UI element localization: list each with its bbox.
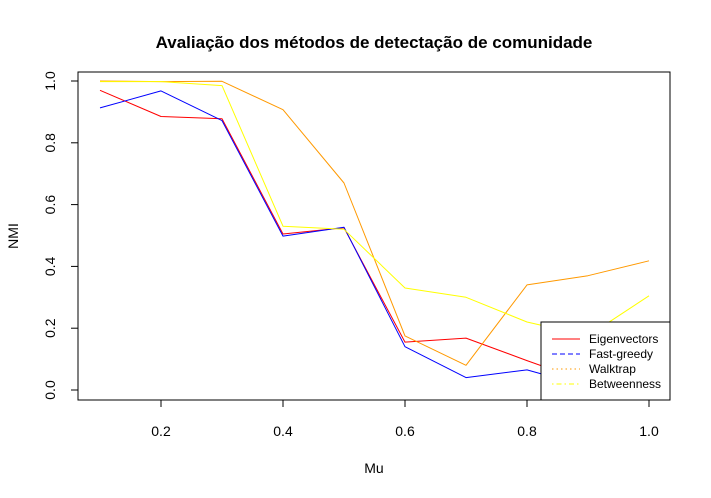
x-axis-title: Mu — [364, 460, 383, 476]
legend-label-betweenness: Betweenness — [589, 377, 661, 391]
legend-label-eigenvectors: Eigenvectors — [589, 332, 658, 346]
y-tick-label: 0.4 — [42, 256, 58, 276]
chart-title: Avaliação dos métodos de detectação de c… — [156, 33, 593, 52]
y-tick-label: 1.0 — [42, 71, 58, 91]
legend-label-fast-greedy: Fast-greedy — [589, 347, 653, 361]
plot-frame — [77, 71, 671, 401]
legend-box — [540, 321, 671, 401]
legend: EigenvectorsFast-greedyWalktrapBetweenne… — [540, 321, 671, 401]
y-axis: 0.0 0.2 0.4 0.6 0.8 1.0 — [42, 71, 78, 400]
y-tick-label: 0.0 — [42, 380, 58, 400]
y-tick-label: 0.2 — [42, 318, 58, 338]
legend-label-walktrap: Walktrap — [589, 362, 636, 376]
x-tick-label: 1.0 — [639, 423, 659, 439]
y-tick-label: 0.6 — [42, 195, 58, 215]
x-tick-label: 0.8 — [517, 423, 537, 439]
y-axis-title: NMI — [5, 223, 21, 249]
x-tick-label: 0.6 — [395, 423, 415, 439]
x-tick-label: 0.2 — [151, 423, 171, 439]
series-line-betweenness — [100, 81, 650, 337]
y-tick-label: 0.8 — [42, 133, 58, 153]
series-line-walktrap — [99, 80, 650, 366]
x-tick-label: 0.4 — [273, 423, 293, 439]
x-axis: 0.2 0.4 0.6 0.8 1.0 — [151, 400, 659, 439]
